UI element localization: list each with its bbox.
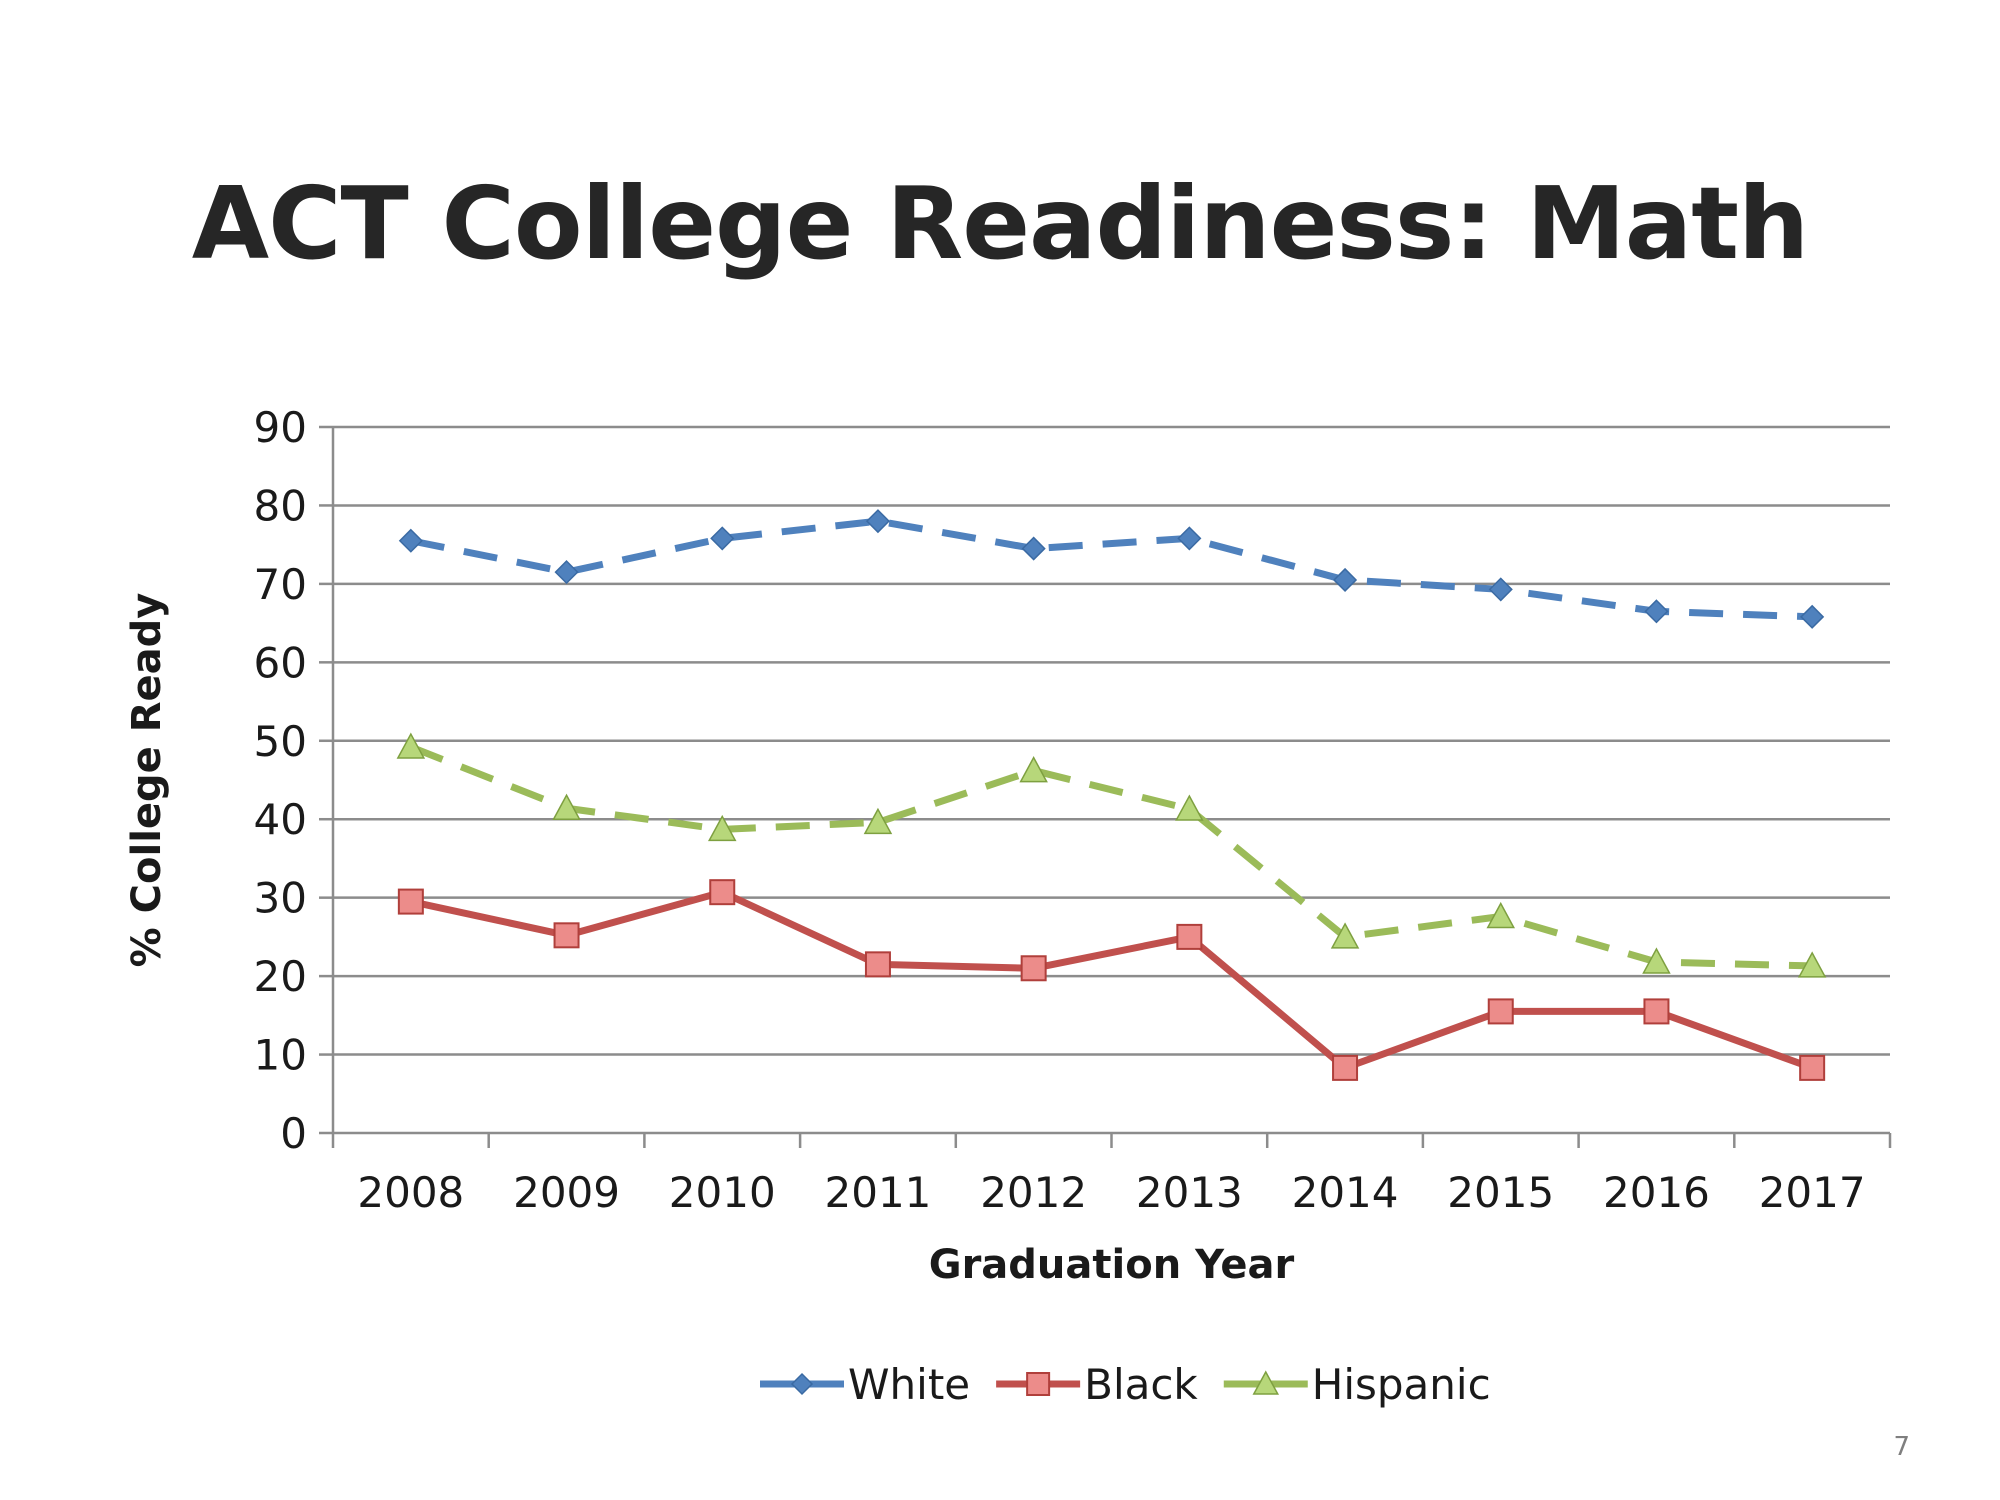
data-point-hispanic <box>1797 951 1827 978</box>
data-point-white <box>1800 604 1825 629</box>
data-point-black <box>553 922 580 949</box>
legend-marker-black <box>1026 1372 1051 1396</box>
data-point-white <box>1177 526 1202 551</box>
legend-marker-white <box>790 1372 814 1396</box>
x-tick-label: 2016 <box>1603 1168 1710 1217</box>
data-point-hispanic <box>1175 794 1204 821</box>
x-tick-label: 2013 <box>1136 1168 1243 1217</box>
axes: 0 10 20 30 40 50 60 70 80 90 2008 2009 2010 2011 2012 2… <box>254 403 1892 1217</box>
data-point-black <box>1487 998 1514 1025</box>
data-point-black <box>864 951 891 978</box>
data-point-white <box>865 509 891 534</box>
y-tick-label: 90 <box>254 403 307 452</box>
y-tick-label: 0 <box>280 1109 307 1158</box>
data-point-hispanic <box>1019 756 1048 783</box>
x-tick-label: 2010 <box>669 1168 776 1217</box>
data-point-black <box>1332 1054 1359 1081</box>
data-point-hispanic <box>552 793 581 820</box>
legend-label-white: White <box>848 1360 970 1409</box>
x-tick-label: 2012 <box>980 1168 1087 1217</box>
x-tick-label: 2008 <box>357 1168 464 1217</box>
data-point-black <box>1799 1054 1826 1081</box>
y-axis-title: % College Ready <box>124 593 170 968</box>
data-point-hispanic <box>863 807 893 835</box>
data-point-white <box>1488 577 1513 602</box>
y-tick-label: 30 <box>254 874 307 923</box>
y-tick-label: 80 <box>254 481 307 530</box>
data-point-black <box>1643 998 1670 1025</box>
x-tick-label: 2014 <box>1292 1168 1399 1217</box>
legend-item-black: Black <box>996 1360 1198 1409</box>
data-point-black <box>397 888 424 915</box>
data-point-black <box>709 879 736 906</box>
data-point-white <box>1332 567 1358 593</box>
y-tick-label: 60 <box>254 638 307 687</box>
data-point-hispanic <box>1642 947 1671 974</box>
x-tick-label: 2017 <box>1759 1168 1866 1217</box>
y-tick-label: 40 <box>254 795 307 844</box>
data-point-hispanic <box>396 732 426 759</box>
series-line-black <box>410 888 1814 1072</box>
data-point-white <box>554 560 579 585</box>
y-tick-label: 50 <box>254 717 307 766</box>
data-point-white <box>1021 536 1046 561</box>
series-line-hispanic <box>409 743 1813 970</box>
data-point-hispanic <box>707 814 737 842</box>
data-point-black <box>1020 955 1047 982</box>
legend-item-white: White <box>760 1360 970 1409</box>
legend: White Black Hispanic <box>760 1360 1491 1409</box>
series-lines <box>409 517 1814 1072</box>
legend-label-black: Black <box>1084 1360 1198 1409</box>
data-point-white <box>398 528 423 553</box>
slide-title: ACT College Readiness: Math <box>191 165 1810 282</box>
x-axis-title: Graduation Year <box>929 1242 1295 1288</box>
legend-label-hispanic: Hispanic <box>1312 1360 1491 1409</box>
x-tick-label: 2015 <box>1447 1168 1554 1217</box>
gridlines <box>333 425 1890 1056</box>
y-tick-label: 20 <box>254 952 307 1001</box>
series-line-white <box>410 517 1813 621</box>
x-tick-label: 2011 <box>825 1168 932 1217</box>
data-point-white <box>1644 599 1669 624</box>
data-point-hispanic <box>1330 922 1360 949</box>
y-tick-label: 10 <box>254 1031 307 1080</box>
data-point-white <box>710 526 735 551</box>
page-number: 7 <box>1893 1432 1910 1462</box>
data-point-hispanic <box>1486 901 1516 929</box>
legend-item-hispanic: Hispanic <box>1223 1360 1491 1409</box>
x-tick-label: 2009 <box>513 1168 620 1217</box>
data-point-black <box>1176 923 1203 950</box>
y-tick-label: 70 <box>254 560 307 609</box>
legend-marker-hispanic <box>1252 1370 1280 1395</box>
series-markers <box>396 509 1827 1081</box>
